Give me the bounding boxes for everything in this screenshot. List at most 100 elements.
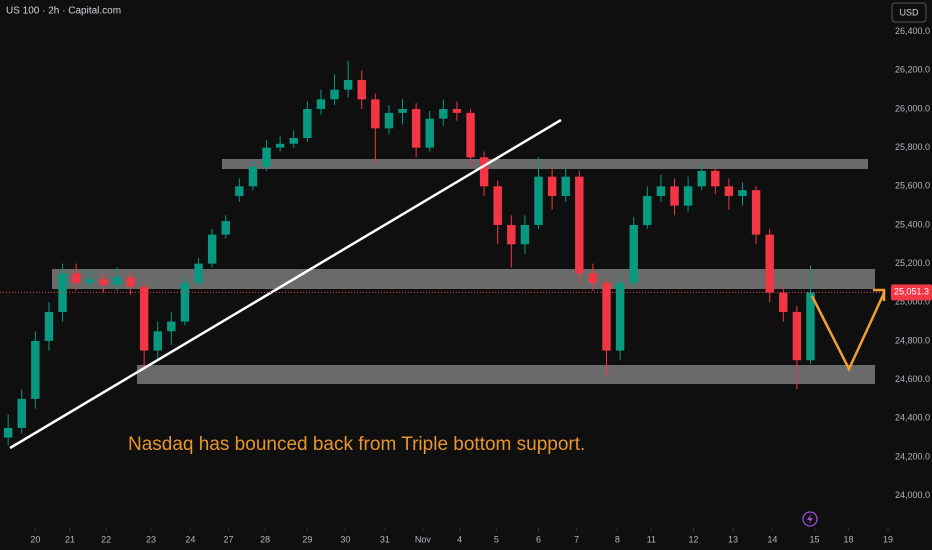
y-tick-label: 25,600.0 (895, 181, 930, 191)
resistance-zone (222, 159, 868, 169)
candle-body (343, 80, 353, 90)
currency-box[interactable] (891, 2, 927, 23)
candle-body (411, 109, 421, 148)
zones (52, 159, 875, 384)
candle-body (248, 166, 258, 187)
x-tick-label: Nov (415, 534, 432, 544)
y-tick-label: 25,000.0 (895, 297, 930, 307)
y-tick-label: 24,000.0 (895, 490, 930, 500)
candle-body (99, 279, 108, 285)
candle-body (112, 277, 122, 285)
x-tick-label: 20 (30, 534, 40, 544)
candle-body (697, 170, 706, 187)
x-tick-label: 21 (65, 534, 75, 544)
last-price-label: 25,051.3 (894, 287, 929, 297)
y-tick-label: 26,000.0 (895, 103, 930, 113)
candle-body (44, 311, 54, 341)
x-tick-label: 13 (728, 534, 738, 544)
event-bolt (807, 514, 813, 524)
y-tick-label: 25,800.0 (895, 142, 930, 152)
x-tick-label: 19 (883, 534, 893, 544)
candle-body (602, 282, 611, 351)
x-tick-label: 12 (689, 534, 699, 544)
candle-body (452, 109, 462, 113)
candle-body (384, 112, 394, 129)
candle-body (683, 186, 693, 206)
candle-body (466, 112, 475, 158)
projection-arrow (810, 292, 886, 372)
x-tick-label: 14 (767, 534, 777, 544)
trend-line (9, 118, 562, 450)
x-tick-label: 5 (494, 534, 499, 544)
candle-body (588, 273, 598, 283)
candle-body (71, 273, 81, 283)
candle-body (575, 176, 584, 274)
candle-body (126, 277, 135, 287)
candle-body (207, 234, 217, 264)
candle-body (792, 311, 802, 361)
x-tick-label: 23 (146, 534, 156, 544)
candle-body (303, 109, 312, 138)
candle-body (275, 143, 285, 148)
support-zone (52, 269, 875, 289)
candle-body (167, 321, 176, 332)
candle-body (479, 157, 489, 187)
candle-body (629, 224, 638, 283)
x-tick-label: 8 (615, 534, 620, 544)
candle-body (289, 137, 298, 144)
x-tick-label: 24 (185, 534, 195, 544)
candle-body (806, 292, 815, 361)
candle-body (3, 427, 13, 438)
candle-body (493, 186, 502, 225)
candle-body (316, 99, 326, 110)
annotation: Nasdaq has bounced back from Triple bott… (128, 434, 585, 455)
chart-title: US 100 · 2h · Capital.com (6, 6, 121, 17)
candle-body (425, 118, 434, 148)
candle-body (398, 109, 407, 113)
y-tick-label: 24,800.0 (895, 335, 930, 345)
x-tick-label: 28 (260, 534, 270, 544)
candle-body (534, 176, 543, 225)
candle-body (711, 170, 720, 187)
candle-body (262, 147, 271, 167)
y-tick-label: 24,400.0 (895, 413, 930, 423)
candle-body (779, 292, 788, 312)
candle-body (221, 221, 230, 235)
candle-body (235, 186, 244, 196)
x-tick-label: 31 (380, 534, 390, 544)
y-tick-label: 26,200.0 (895, 65, 930, 75)
x-tick-label: 30 (340, 534, 350, 544)
candle-body (371, 99, 380, 129)
candle-body (615, 282, 625, 351)
candle-body (656, 186, 666, 196)
candle-body (58, 273, 67, 312)
y-tick-label: 26,400.0 (895, 26, 930, 36)
candle-body (561, 176, 570, 196)
candle-body (547, 176, 557, 196)
candle-body (520, 224, 530, 245)
x-tick-label: 4 (457, 534, 462, 544)
candle-body (738, 190, 747, 196)
last-price-tag (891, 284, 932, 301)
x-tick-label: 18 (844, 534, 854, 544)
candle-body (180, 282, 190, 322)
y-tick-label: 25,400.0 (895, 219, 930, 229)
candle-body (85, 279, 94, 283)
candle-body (751, 190, 761, 235)
x-tick-label: 29 (302, 534, 312, 544)
candle-body (507, 224, 516, 245)
candle-body (670, 186, 679, 206)
x-tick-label: 7 (574, 534, 579, 544)
x-tick-label: 15 (810, 534, 820, 544)
candles (3, 60, 815, 446)
candle-body (765, 234, 774, 293)
currency: USD (899, 7, 919, 17)
x-tick-label: 27 (223, 534, 233, 544)
candle-body (17, 398, 26, 428)
candle-body (439, 109, 448, 119)
y-tick-label: 24,600.0 (895, 374, 930, 384)
event-icon[interactable] (802, 511, 818, 527)
candle-body (31, 340, 40, 399)
